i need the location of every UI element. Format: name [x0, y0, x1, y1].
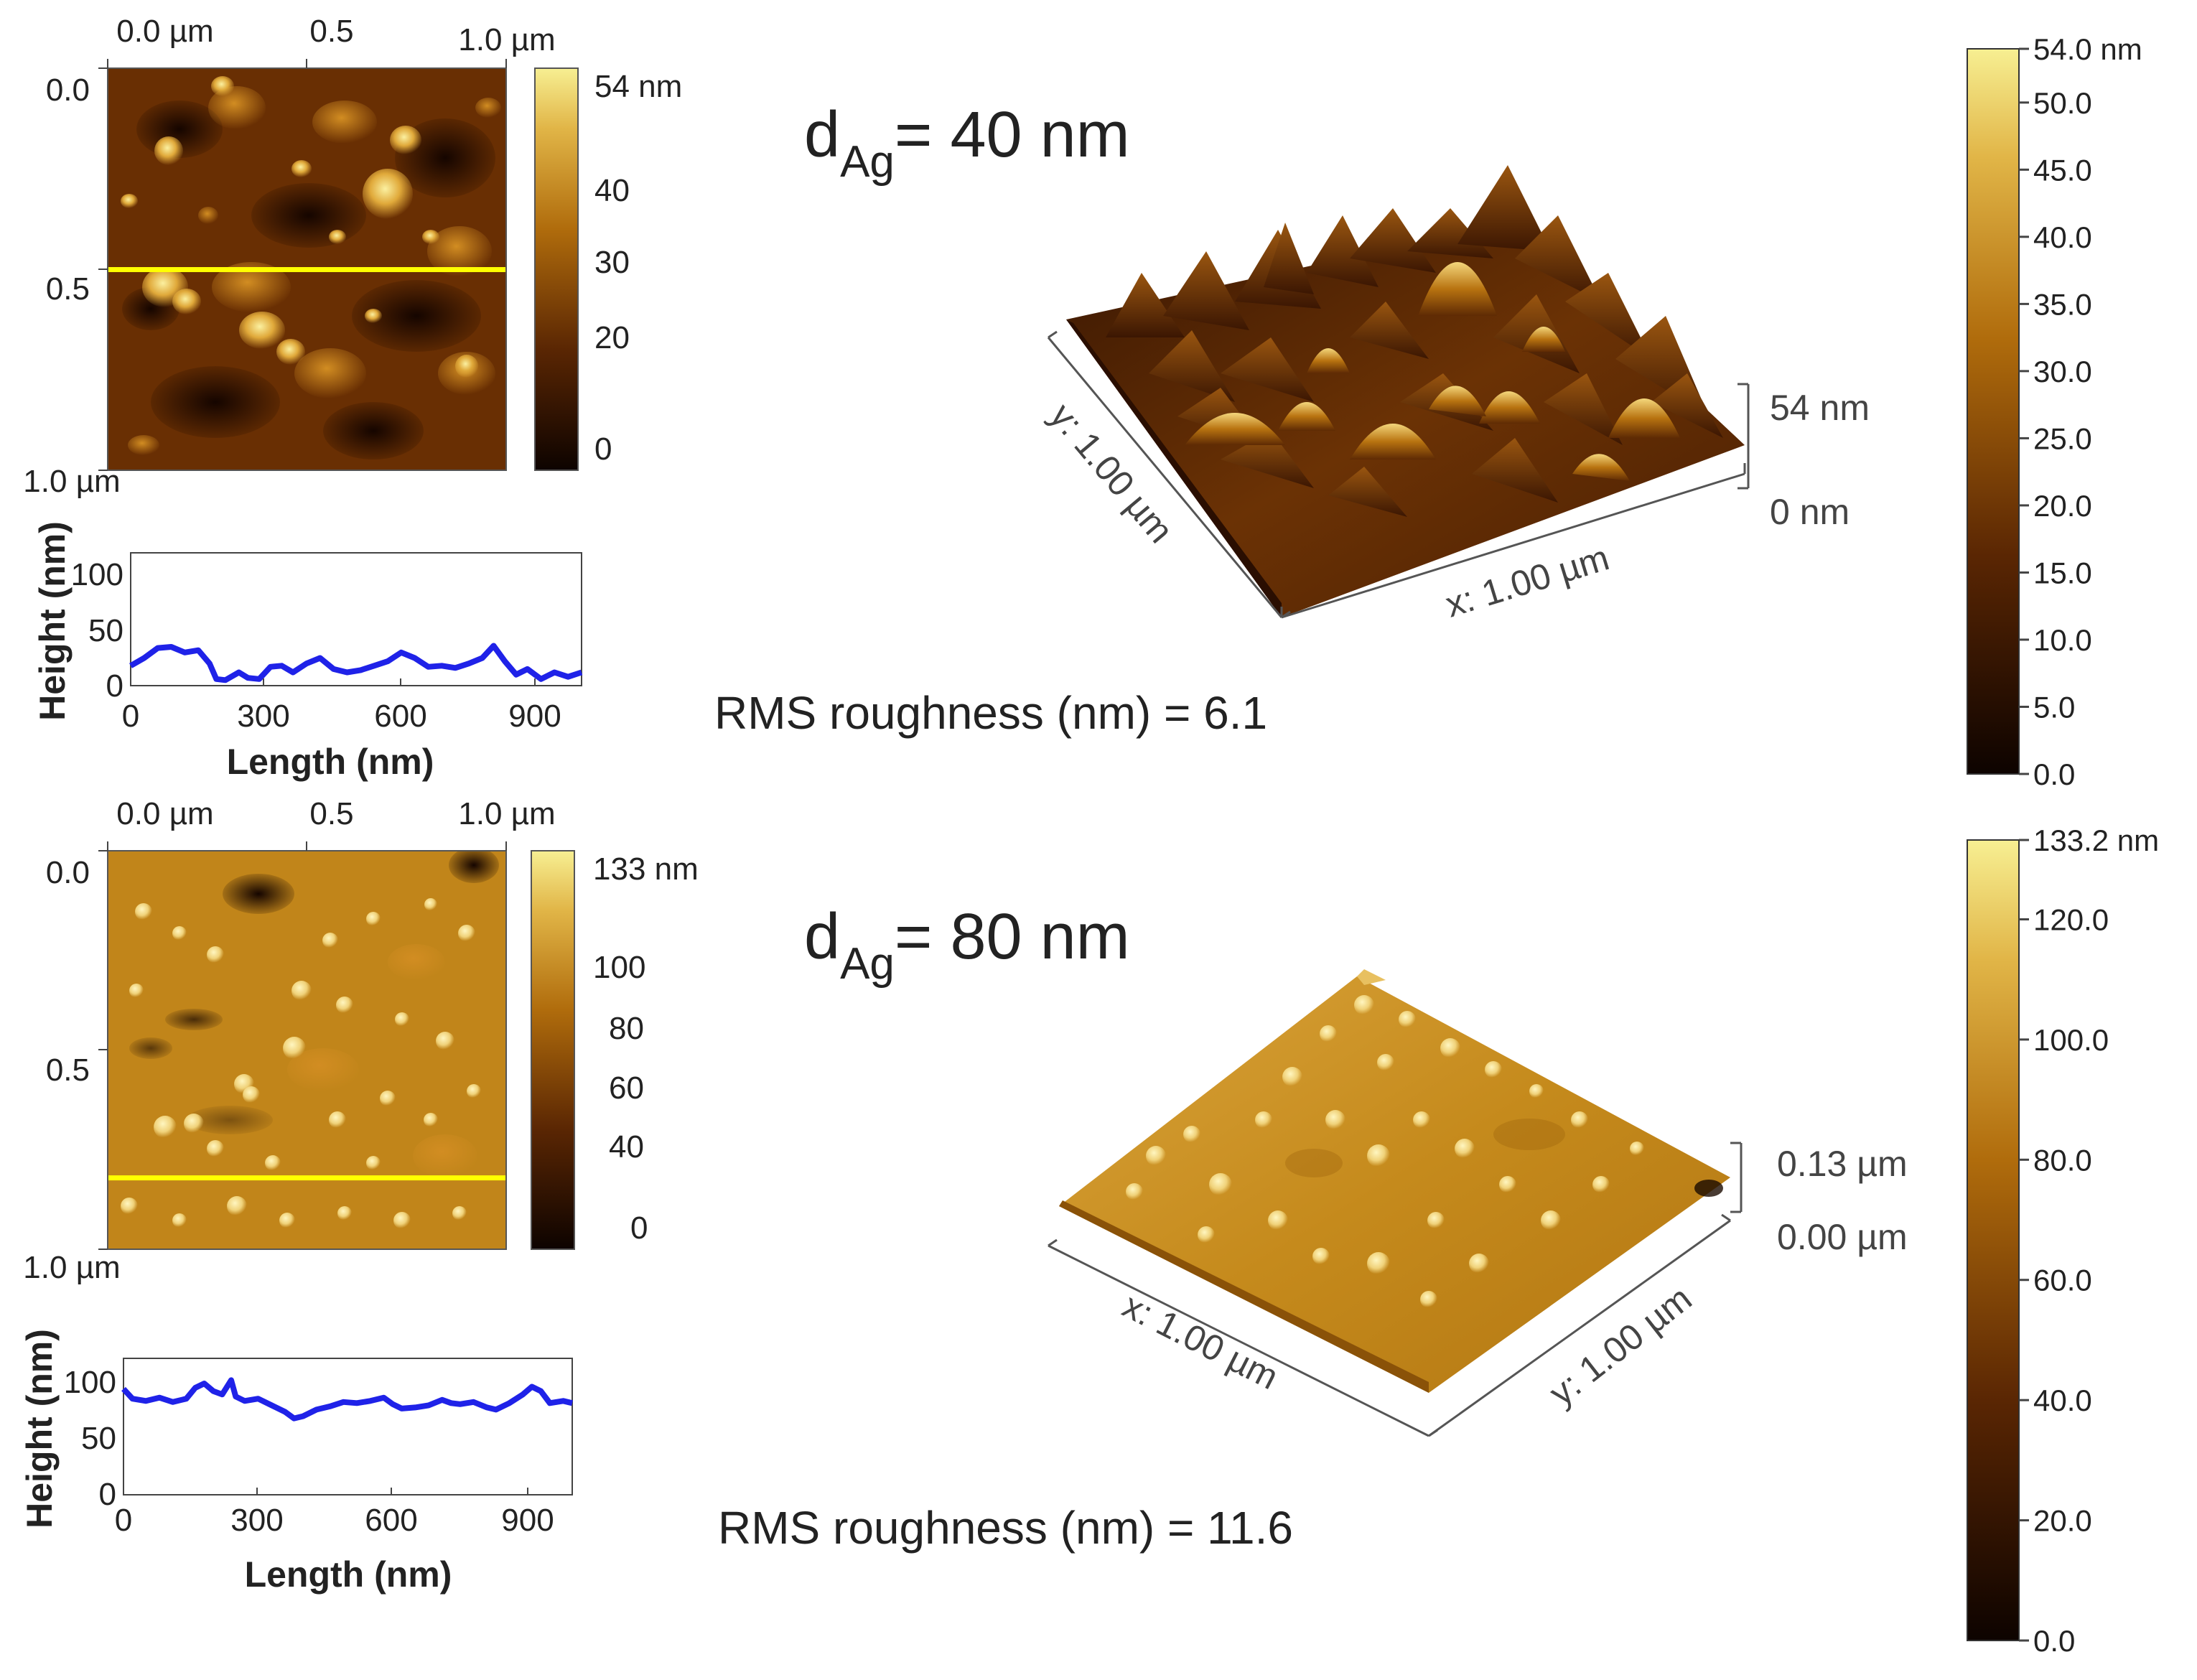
- title-1-sub: Ag: [840, 137, 895, 187]
- map-2-scale-tick-5: 0: [630, 1210, 648, 1246]
- profile-1-ylabel: Height (nm): [32, 521, 73, 721]
- map-2-scale-tick-2: 80: [609, 1011, 644, 1046]
- map-2-scale-tick-3: 60: [609, 1070, 644, 1106]
- profile-2-xtick-1: 300: [230, 1503, 283, 1538]
- colorbar-2: 133.2 nm 120.0 100.0 80.0 60.0 40.0 20.0 0.0: [1967, 823, 2159, 1658]
- profile-1-xtick-1: 300: [237, 699, 289, 734]
- title-2-suffix: = 80 nm: [895, 901, 1130, 973]
- map-1-left-tick-0: 0.0: [46, 73, 90, 108]
- map-1-scale-bar: 54 nm 40 30 20 0: [534, 67, 682, 471]
- map-2-left-tick-0: 0.0: [46, 855, 90, 890]
- title-2-sub: Ag: [840, 939, 895, 989]
- map-2-scale-tick-1: 100: [593, 950, 645, 985]
- surface-2-z-bottom: 0.00 µm: [1777, 1217, 1908, 1257]
- sample-2-title: dAg= 80 nm: [804, 901, 1130, 989]
- map-2-top-tick-0: 0.0 µm: [116, 796, 213, 831]
- afm-map-2: 0.0 µm 0.5 1.0 µm 0.0 0.5 1.0 µm 133 nm …: [23, 796, 698, 1285]
- svg-text:dAg= 80 nm: dAg= 80 nm: [804, 901, 1130, 989]
- profile-2-xtick-3: 900: [501, 1503, 554, 1538]
- colorbar-1-label-1: 50.0: [2033, 86, 2092, 120]
- profile-chart-2: 0 300 600 900 100 50 0 Length (nm) Heigh…: [19, 1329, 573, 1595]
- colorbar-1-label-5: 30.0: [2033, 355, 2092, 388]
- colorbar-1-label-0: 54.0 nm: [2033, 32, 2142, 66]
- map-2-top-tick-2: 1.0 µm: [458, 796, 555, 831]
- profile-2-xtick-0: 0: [115, 1503, 132, 1538]
- colorbar-2-label-6: 20.0: [2033, 1504, 2092, 1538]
- colorbar-1: 54.0 nm 50.0 45.0 40.0 35.0 30.0 25.0 20.0 15.0 1…: [1967, 32, 2142, 791]
- profile-chart-1: 0 300 600 900 100 50 0 Length (nm) Heigh…: [32, 521, 583, 782]
- profile-2-xtick-2: 600: [365, 1503, 417, 1538]
- rms-roughness-1: RMS roughness (nm) = 6.1: [714, 687, 1267, 739]
- title-2-prefix: d: [804, 901, 840, 973]
- map-2-bottom-label: 1.0 µm: [23, 1250, 120, 1285]
- profile-2-series-line: [121, 1377, 573, 1422]
- afm-map-2-image: [108, 851, 506, 1249]
- profile-1-series-line: [129, 643, 583, 683]
- map-1-top-tick-0: 0.0 µm: [116, 14, 213, 49]
- surface-1-z-bottom: 0 nm: [1770, 492, 1850, 532]
- afm-map-1-image: [108, 68, 506, 470]
- profile-1-ytick-0: 100: [71, 557, 123, 592]
- colorbar-1-label-4: 35.0: [2033, 287, 2092, 321]
- profile-2-xlabel: Length (nm): [245, 1554, 452, 1595]
- afm-map-1-ticks: [98, 59, 507, 471]
- colorbar-1-label-3: 40.0: [2033, 220, 2092, 254]
- colorbar-1-label-9: 10.0: [2033, 623, 2092, 657]
- map-1-scale-tick-1: 40: [594, 173, 630, 208]
- rms-roughness-2: RMS roughness (nm) = 11.6: [718, 1502, 1293, 1554]
- surface-3d-2: x: 1.00 µm y: 1.00 µm 0.13 µm 0.00 µm: [1048, 969, 1908, 1437]
- colorbar-1-label-11: 0.0: [2033, 757, 2075, 791]
- profile-1-xlabel: Length (nm): [227, 742, 434, 782]
- profile-2-ytick-2: 0: [99, 1477, 116, 1512]
- colorbar-1-label-2: 45.0: [2033, 153, 2092, 187]
- profile-2-ytick-1: 50: [81, 1421, 116, 1456]
- map-1-left-tick-1: 0.5: [46, 271, 90, 307]
- profile-1-xtick-3: 900: [508, 699, 561, 734]
- colorbar-2-label-0: 133.2 nm: [2033, 823, 2159, 857]
- map-2-scale-bar: 133 nm 100 80 60 40 0: [531, 850, 699, 1250]
- svg-text:dAg= 40 nm: dAg= 40 nm: [804, 99, 1130, 187]
- map-1-scale-tick-3: 20: [594, 320, 630, 355]
- colorbar-2-label-2: 100.0: [2033, 1023, 2109, 1057]
- profile-2-ylabel: Height (nm): [19, 1329, 60, 1529]
- profile-1-ytick-1: 50: [88, 613, 123, 648]
- colorbar-2-label-7: 0.0: [2033, 1624, 2075, 1658]
- map-2-scale-tick-4: 40: [609, 1129, 644, 1165]
- profile-2-ytick-0: 100: [64, 1365, 116, 1400]
- profile-1-xtick-2: 600: [374, 699, 426, 734]
- surface-1-z-top: 54 nm: [1770, 388, 1870, 428]
- map-2-top-tick-1: 0.5: [309, 796, 353, 831]
- colorbar-2-label-5: 40.0: [2033, 1383, 2092, 1417]
- colorbar-2-label-3: 80.0: [2033, 1143, 2092, 1177]
- colorbar-1-label-10: 5.0: [2033, 690, 2075, 724]
- map-2-scale-tick-0: 133 nm: [593, 851, 699, 887]
- map-1-scale-tick-2: 30: [594, 245, 630, 280]
- surface-3d-1: y: 1.00 µm x: 1.00 µm 54 nm 0 nm: [1042, 165, 1870, 625]
- map-2-left-tick-1: 0.5: [46, 1053, 90, 1088]
- afm-map-1: 0.0 µm 0.5 1.0 µm 0.0 0.5 1.0 µm 54 nm 4…: [23, 14, 682, 499]
- scan-line-2: [108, 1175, 506, 1181]
- colorbar-1-label-8: 15.0: [2033, 556, 2092, 589]
- map-1-bottom-label: 1.0 µm: [23, 464, 120, 499]
- sample-1-title: dAg= 40 nm: [804, 99, 1130, 187]
- afm-map-2-ticks: [98, 841, 507, 1250]
- colorbar-1-ticks: 54.0 nm 50.0 45.0 40.0 35.0 30.0 25.0 20.0 15.0 1…: [2019, 32, 2142, 791]
- map-1-top-tick-2: 1.0 µm: [458, 22, 555, 57]
- colorbar-1-label-6: 25.0: [2033, 421, 2092, 455]
- surface-1-axis-x: x: 1.00 µm: [1441, 537, 1614, 625]
- map-1-scale-tick-0: 54 nm: [594, 69, 682, 104]
- profile-1-xtick-0: 0: [122, 699, 139, 734]
- colorbar-2-ticks: 133.2 nm 120.0 100.0 80.0 60.0 40.0 20.0 0.0: [2019, 823, 2159, 1658]
- surface-2-z-top: 0.13 µm: [1777, 1144, 1908, 1184]
- scan-line-1: [108, 267, 506, 272]
- title-1-prefix: d: [804, 99, 840, 171]
- colorbar-2-label-1: 120.0: [2033, 902, 2109, 936]
- map-1-top-tick-1: 0.5: [309, 14, 353, 49]
- colorbar-2-label-4: 60.0: [2033, 1264, 2092, 1297]
- title-1-suffix: = 40 nm: [895, 99, 1130, 171]
- colorbar-1-label-7: 20.0: [2033, 489, 2092, 523]
- map-1-scale-tick-4: 0: [594, 431, 612, 467]
- profile-1-ytick-2: 0: [106, 668, 123, 704]
